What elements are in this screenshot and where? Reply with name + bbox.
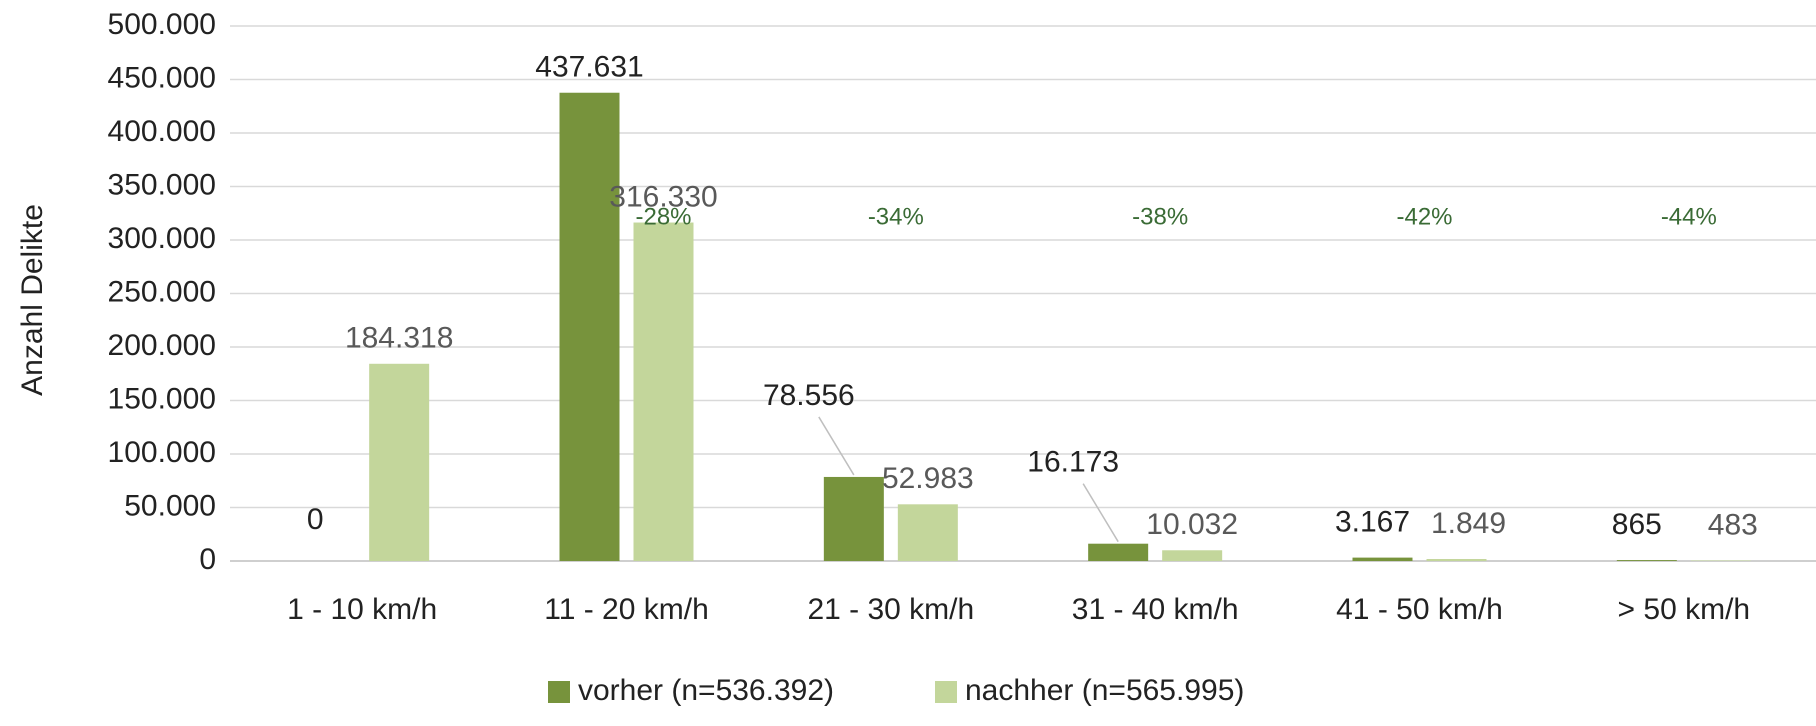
data-label: 483: [1708, 508, 1758, 541]
bar: [1162, 550, 1223, 561]
data-label: 865: [1612, 508, 1662, 541]
data-label: 1.849: [1431, 507, 1506, 540]
bar: [1426, 559, 1487, 561]
x-tick-label: 21 - 30 km/h: [807, 593, 974, 626]
bar: [823, 476, 884, 561]
y-tick-label: 100.000: [108, 436, 216, 469]
annotation: -38%: [1132, 203, 1188, 230]
annotation: -42%: [1396, 203, 1452, 230]
leader-line: [1082, 483, 1119, 543]
y-axis-label: Anzahl Delikte: [16, 204, 49, 396]
bar: [1088, 543, 1149, 561]
legend-swatch: [548, 681, 570, 703]
x-tick-label: 1 - 10 km/h: [287, 593, 437, 626]
bar: [559, 92, 620, 561]
y-tick-label: 300.000: [108, 222, 216, 255]
annotation: -28%: [635, 203, 691, 230]
data-label: 3.167: [1335, 506, 1410, 539]
y-tick-label: 200.000: [108, 329, 216, 362]
annotation: -34%: [868, 203, 924, 230]
y-tick-label: 250.000: [108, 275, 216, 308]
legend-swatch: [935, 681, 957, 703]
data-label: 16.173: [1027, 446, 1119, 479]
data-label: 184.318: [345, 322, 453, 355]
legend-label: nachher (n=565.995): [965, 674, 1244, 707]
bar: [1690, 560, 1751, 561]
data-label: 316.330: [609, 180, 717, 213]
legend-label: vorher (n=536.392): [578, 674, 834, 707]
y-tick-label: 0: [199, 543, 216, 576]
annotation: -44%: [1661, 203, 1717, 230]
y-tick-label: 400.000: [108, 115, 216, 148]
y-tick-label: 450.000: [108, 61, 216, 94]
y-tick-label: 50.000: [124, 489, 216, 522]
data-label: 52.983: [882, 462, 974, 495]
bar: [897, 504, 958, 561]
y-tick-label: 350.000: [108, 168, 216, 201]
bar: [369, 363, 430, 561]
data-label: 437.631: [535, 51, 643, 84]
bar: [1616, 560, 1677, 561]
data-label: 0: [307, 503, 324, 536]
y-tick-label: 500.000: [108, 8, 216, 41]
leader-line: [818, 416, 855, 476]
x-tick-label: 31 - 40 km/h: [1072, 593, 1239, 626]
bar: [633, 222, 694, 561]
y-tick-label: 150.000: [108, 382, 216, 415]
x-tick-label: > 50 km/h: [1618, 593, 1751, 626]
x-tick-label: 11 - 20 km/h: [544, 593, 709, 626]
x-tick-label: 41 - 50 km/h: [1336, 593, 1503, 626]
bar: [1352, 557, 1413, 561]
data-label: 78.556: [763, 379, 855, 412]
data-label: 10.032: [1146, 508, 1238, 541]
